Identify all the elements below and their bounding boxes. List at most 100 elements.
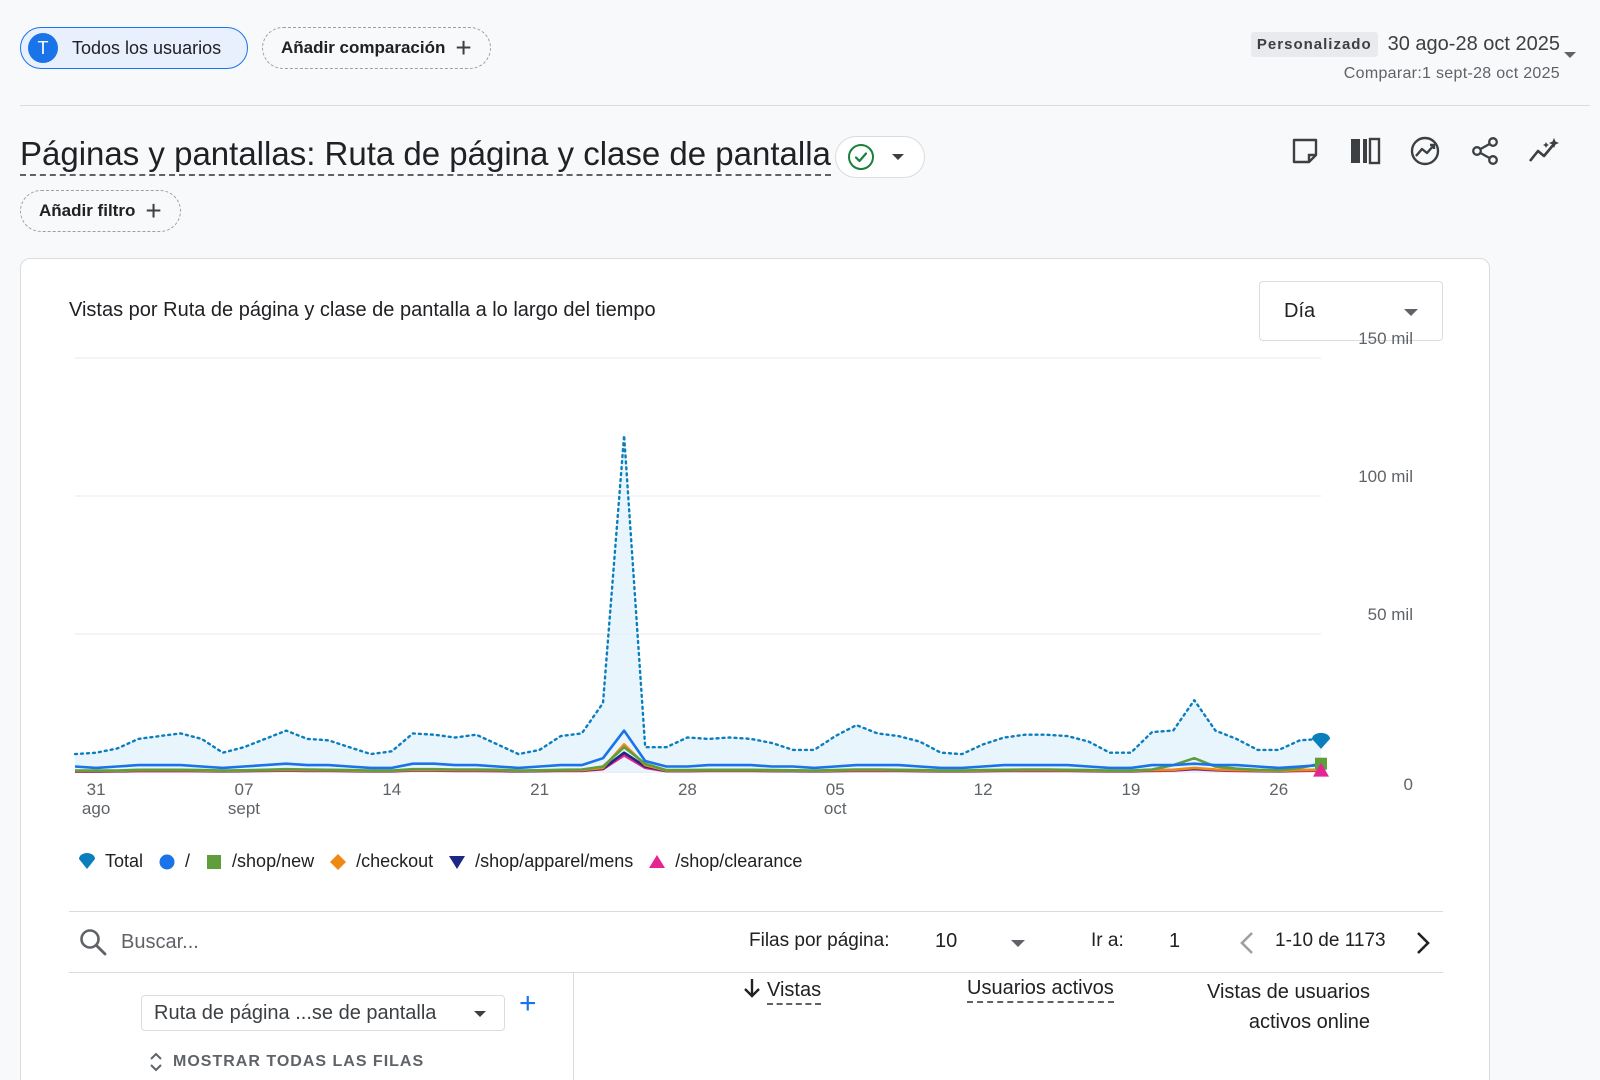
- check-circle-icon: [848, 144, 874, 170]
- column-header-active-users[interactable]: Usuarios activos: [967, 977, 1114, 1003]
- add-comparison-button[interactable]: Añadir comparación +: [262, 27, 491, 69]
- legend-label: /shop/clearance: [675, 851, 803, 871]
- series-line-1: [74, 729, 1322, 770]
- x-tick-label: 07: [234, 780, 253, 799]
- date-compare: Comparar:1 sept-28 oct 2025: [1343, 65, 1560, 82]
- y-tick-label: 150 mil: [1358, 329, 1413, 348]
- column-header-views[interactable]: Vistas: [743, 977, 822, 1005]
- x-tick-month-label: oct: [824, 799, 847, 818]
- segment-avatar: T: [28, 33, 58, 63]
- legend-marker-icon: [330, 853, 347, 870]
- x-tick-label: 19: [1121, 780, 1140, 799]
- x-tick-label: 14: [382, 780, 401, 799]
- compare-columns-icon[interactable]: [1348, 134, 1382, 168]
- rows-per-page-select[interactable]: 10: [935, 930, 958, 952]
- x-tick-month-label: sept: [228, 799, 260, 818]
- legend-item[interactable]: /: [157, 851, 190, 872]
- legend-marker-icon: [449, 855, 466, 869]
- legend-item[interactable]: /shop/new: [204, 851, 314, 872]
- x-tick-label: 05: [826, 780, 845, 799]
- column-header-views-per-user[interactable]: Vistas de usuarios activos online: [1207, 977, 1370, 1037]
- divider: [69, 972, 1443, 973]
- report-toolbar: [1288, 134, 1562, 168]
- chevron-down-icon[interactable]: [1011, 940, 1025, 947]
- series-total-marker: [1312, 732, 1330, 749]
- divider: [20, 105, 1590, 106]
- goto-page-input[interactable]: 1: [1169, 930, 1181, 952]
- date-range: 30 ago-28 oct 2025: [1387, 33, 1560, 55]
- legend-marker-icon: [159, 854, 175, 869]
- legend-item[interactable]: /checkout: [328, 851, 433, 872]
- series-total-area: [75, 435, 1321, 772]
- x-tick-month-label: ago: [82, 799, 110, 818]
- legend-label: /shop/apparel/mens: [475, 851, 634, 871]
- chart-card: Vistas por Ruta de página y clase de pan…: [20, 258, 1490, 1080]
- table-toolbar: Filas por página: 10 Ir a: 1 1-10 de 117…: [69, 912, 1443, 972]
- y-tick-label: 100 mil: [1358, 467, 1413, 486]
- show-all-rows-button[interactable]: MOSTRAR TODAS LAS FILAS: [149, 1051, 424, 1073]
- x-tick-label: 31: [87, 780, 106, 799]
- chart-legend: Total / /shop/new/checkout/shop/apparel/me…: [77, 851, 816, 872]
- column-header-views-label: Vistas: [767, 979, 822, 1005]
- chevron-down-icon: [474, 1011, 486, 1017]
- legend-marker-icon: [79, 852, 95, 869]
- chevron-left-icon[interactable]: [1237, 930, 1257, 961]
- granularity-value: Día: [1284, 299, 1316, 322]
- y-tick-label: 50 mil: [1368, 605, 1413, 624]
- series-clearance-marker: [1313, 762, 1329, 777]
- trend-sparkle-icon[interactable]: [1528, 134, 1562, 168]
- chevron-down-icon: [892, 154, 904, 160]
- add-comparison-label: Añadir comparación: [281, 38, 446, 57]
- legend-label: /checkout: [356, 851, 434, 871]
- date-range-picker[interactable]: Personalizado 30 ago-28 oct 2025 Compara…: [1250, 32, 1560, 83]
- segment-label: Todos los usuarios: [72, 37, 222, 58]
- page-title[interactable]: Páginas y pantallas: Ruta de página y cl…: [20, 134, 831, 176]
- dimension-select[interactable]: Ruta de página ...se de pantalla: [141, 995, 505, 1031]
- legend-item[interactable]: Total: [77, 851, 143, 872]
- insights-icon[interactable]: [1408, 134, 1442, 168]
- legend-label: /shop/new: [232, 851, 315, 871]
- x-tick-label: 28: [678, 780, 697, 799]
- add-dimension-button[interactable]: +: [519, 987, 537, 1020]
- segment-chip[interactable]: T Todos los usuarios: [20, 27, 248, 69]
- column-divider: [573, 973, 574, 1080]
- divider: [69, 911, 1443, 912]
- show-all-rows-label: MOSTRAR TODAS LAS FILAS: [173, 1053, 425, 1070]
- rows-per-page-label: Filas por página:: [749, 930, 890, 951]
- top-bar: T Todos los usuarios Añadir comparación …: [0, 0, 1600, 106]
- legend-marker-icon: [207, 854, 222, 869]
- pagination-info: 1-10 de 1173: [1275, 930, 1386, 951]
- share-icon[interactable]: [1468, 134, 1502, 168]
- column-header-views-per-user-line2: activos online: [1248, 1011, 1371, 1033]
- legend-item[interactable]: /shop/clearance: [647, 851, 802, 872]
- dimension-label: Ruta de página ...se de pantalla: [154, 1001, 437, 1024]
- search-icon: [79, 928, 107, 961]
- x-tick-label: 12: [974, 780, 993, 799]
- goto-label: Ir a:: [1091, 930, 1124, 951]
- legend-item[interactable]: /shop/apparel/mens: [447, 851, 633, 872]
- note-icon[interactable]: [1288, 134, 1322, 168]
- report-status-chip[interactable]: [835, 136, 925, 178]
- search-input[interactable]: [121, 926, 421, 958]
- arrow-down-icon: [744, 979, 760, 998]
- series-line-2: [75, 745, 1322, 772]
- add-filter-button[interactable]: Añadir filtro +: [20, 190, 181, 232]
- series-line-0: [73, 434, 1323, 756]
- chevron-down-icon: [1404, 309, 1418, 316]
- y-tick-label: 0: [1404, 775, 1413, 794]
- add-filter-label: Añadir filtro: [39, 201, 136, 220]
- date-badge: Personalizado: [1250, 32, 1378, 57]
- plus-icon: +: [145, 195, 162, 226]
- granularity-select[interactable]: Día: [1259, 281, 1443, 341]
- chart-title: Vistas por Ruta de página y clase de pan…: [69, 299, 656, 321]
- plus-icon: +: [455, 32, 472, 63]
- chevron-right-icon[interactable]: [1413, 930, 1433, 961]
- column-header-views-per-user-line1: Vistas de usuarios: [1207, 981, 1371, 1003]
- x-tick-label: 26: [1269, 780, 1288, 799]
- legend-label: Total: [105, 851, 144, 871]
- legend-marker-icon: [649, 854, 666, 868]
- chevron-down-icon[interactable]: [1564, 52, 1576, 58]
- expand-icon: [150, 1052, 162, 1072]
- legend-label: /: [185, 851, 191, 871]
